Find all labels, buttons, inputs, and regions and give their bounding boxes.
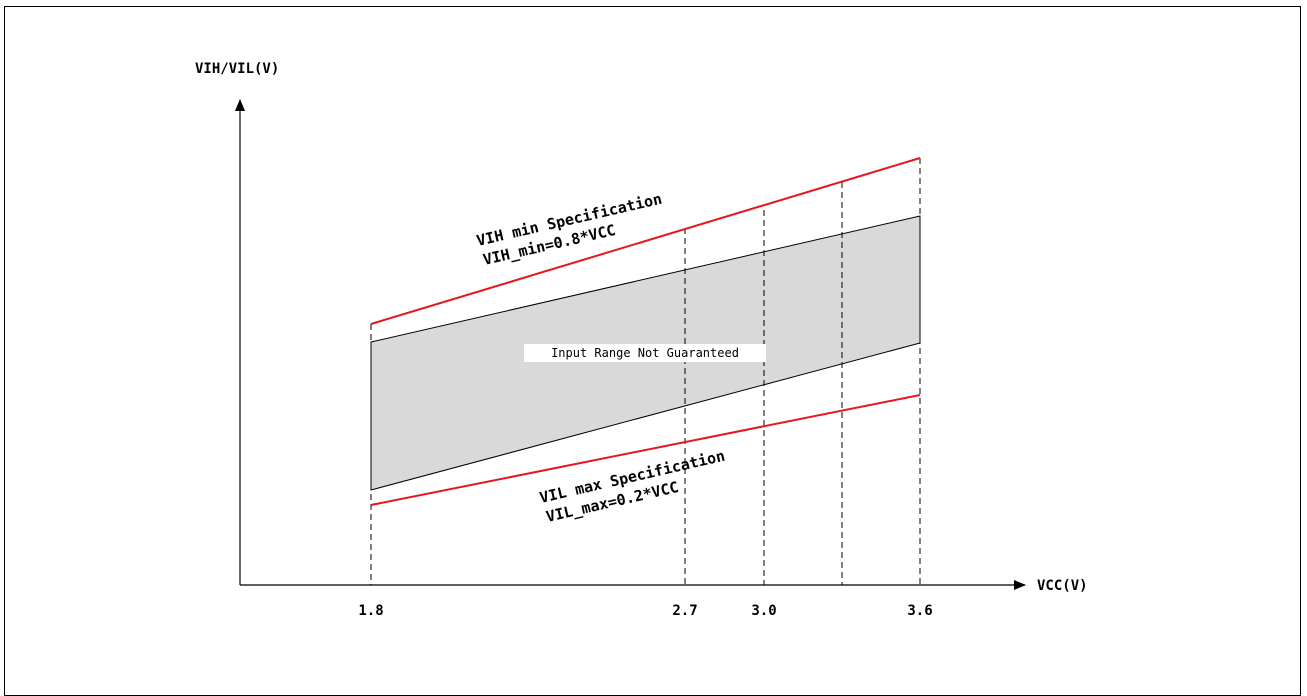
x-tick-label: 2.7 bbox=[672, 603, 697, 619]
region-label: Input Range Not Guaranteed bbox=[551, 346, 739, 360]
x-tick-label: 3.6 bbox=[907, 603, 932, 619]
vih-min-spec-line bbox=[370, 157, 921, 325]
x-tick-label: 3.0 bbox=[751, 603, 776, 619]
guide-lines bbox=[370, 158, 921, 585]
vil-max-spec-line bbox=[370, 394, 921, 506]
y-axis-title: VIH/VIL(V) bbox=[195, 61, 279, 77]
x-axis-title: VCC(V) bbox=[1037, 578, 1088, 594]
vcc-threshold-chart: VIH/VIL(V) VCC(V) 1.8 2.7 3.0 3.6 Input … bbox=[195, 61, 1088, 619]
region-label-background bbox=[524, 344, 766, 362]
x-tick-label: 1.8 bbox=[358, 603, 383, 619]
